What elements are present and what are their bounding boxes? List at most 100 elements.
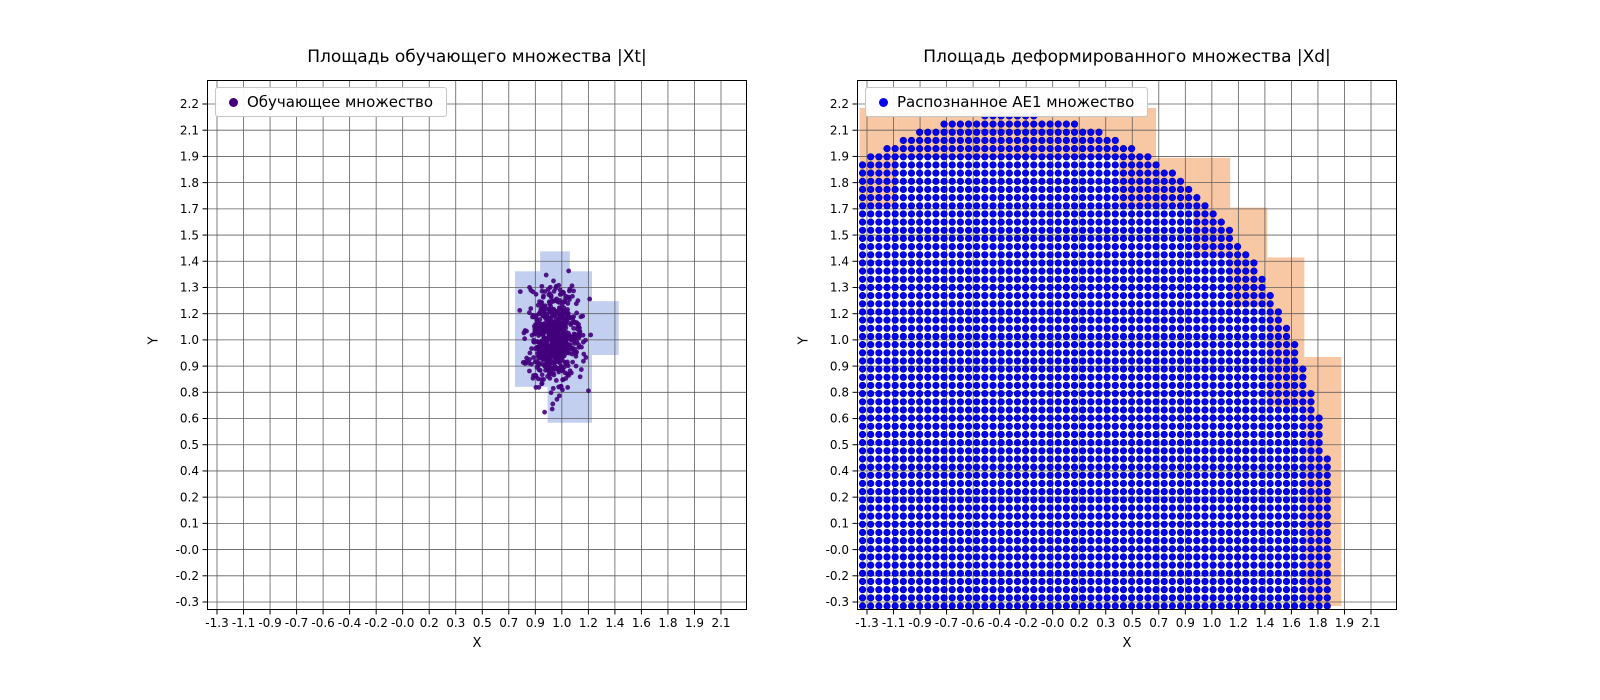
y-tick-label: 0.8	[180, 386, 199, 400]
y-tick-label: 1.5	[180, 228, 199, 242]
x-tick-label: -0.9	[258, 616, 281, 630]
y-tick-label: 0.6	[180, 412, 199, 426]
y-tick-label: 0.5	[180, 438, 199, 452]
x-axis-label: X	[1122, 636, 1132, 651]
x-tick-label: -0.7	[285, 616, 308, 630]
plot-title: Площадь деформированного множества |Xd|	[923, 47, 1331, 67]
legend-label: Распознанное AE1 множество	[897, 93, 1135, 111]
legend-marker-dot	[879, 97, 888, 107]
x-tick-label: -0.2	[1014, 616, 1037, 630]
x-tick-label: 0.9	[1176, 616, 1195, 630]
training-set-plot: Площадь обучающего множества |Xt| Y -1.3…	[146, 47, 747, 651]
y-axis-label: Y	[146, 336, 162, 345]
x-tick-label: 0.7	[499, 616, 518, 630]
y-tick-label: 1.7	[830, 202, 849, 216]
tick-layer: -1.3 -0.3 -1.1 -0.2 -0.9 -0.0 -0.7 0.1 -0.6 0.2 -0…	[826, 97, 1381, 630]
x-tick-label: 1.4	[605, 616, 624, 630]
x-tick-label: 0.7	[1149, 616, 1168, 630]
x-tick-label: 0.9	[526, 616, 545, 630]
legend-marker-dot	[229, 97, 238, 107]
y-tick-label: 0.1	[180, 517, 199, 531]
y-tick-label: -0.3	[176, 595, 199, 609]
y-tick-label: 1.0	[830, 333, 849, 347]
y-tick-label: -0.3	[826, 595, 849, 609]
y-tick-label: 0.8	[830, 386, 849, 400]
x-tick-label: 1.8	[658, 616, 677, 630]
axes-area: -1.3 -0.3 -1.1 -0.2 -0.9 -0.0 -0.7 0.1 -0.6 0.2 -0…	[826, 80, 1397, 630]
y-tick-label: 1.9	[830, 150, 849, 164]
plot-title: Площадь обучающего множества |Xt|	[307, 47, 647, 67]
y-tick-label: 1.4	[180, 254, 199, 268]
x-tick-label: -0.6	[311, 616, 334, 630]
x-tick-label: -1.3	[205, 616, 228, 630]
y-tick-label: -0.0	[176, 543, 199, 557]
x-tick-label: 1.2	[1229, 616, 1248, 630]
y-tick-label: 1.3	[830, 281, 849, 295]
scatter-points-layer	[858, 112, 1331, 610]
x-tick-label: 1.2	[579, 616, 598, 630]
y-tick-label: 0.2	[180, 490, 199, 504]
y-tick-label: 0.4	[180, 464, 199, 478]
x-tick-label: -0.4	[988, 616, 1011, 630]
x-tick-label: 2.1	[1361, 616, 1380, 630]
x-tick-label: 1.9	[685, 616, 704, 630]
x-tick-label: 0.3	[446, 616, 465, 630]
y-tick-label: 1.8	[180, 176, 199, 190]
x-axis-label: X	[472, 636, 482, 651]
y-tick-label: 0.4	[830, 464, 849, 478]
x-tick-label: 1.0	[1202, 616, 1221, 630]
x-tick-label: -0.9	[908, 616, 931, 630]
y-tick-label: 1.4	[830, 254, 849, 268]
x-tick-label: -0.4	[338, 616, 361, 630]
x-tick-label: 1.6	[632, 616, 651, 630]
x-tick-label: 0.2	[1070, 616, 1089, 630]
y-tick-label: 2.2	[180, 97, 199, 111]
x-tick-label: -1.3	[855, 616, 878, 630]
x-tick-label: -0.0	[391, 616, 414, 630]
y-tick-label: 1.2	[830, 307, 849, 321]
y-tick-label: 1.3	[180, 281, 199, 295]
legend-label: Обучающее множество	[247, 93, 434, 111]
axes-spine	[857, 80, 1397, 610]
x-tick-label: -0.6	[961, 616, 984, 630]
y-tick-label: 1.7	[180, 202, 199, 216]
y-tick-label: 2.1	[180, 123, 199, 137]
y-tick-label: -0.2	[826, 569, 849, 583]
x-tick-label: 1.0	[552, 616, 571, 630]
x-tick-label: 0.5	[473, 616, 492, 630]
plot-canvas: -1.3 -0.3 -1.1 -0.2 -0.9 -0.0 -0.7 0.1 -0.6 0.2 -0…	[176, 80, 747, 630]
axes-spine	[207, 80, 747, 610]
staircase-cell	[1267, 257, 1305, 407]
y-tick-label: 1.8	[830, 176, 849, 190]
y-tick-label: 1.0	[180, 333, 199, 347]
deformed-set-plot: Площадь деформированного множества |Xd| …	[796, 47, 1397, 651]
x-tick-label: -1.1	[232, 616, 255, 630]
x-tick-label: 1.8	[1308, 616, 1327, 630]
y-tick-label: 1.2	[180, 307, 199, 321]
y-tick-label: 0.5	[830, 438, 849, 452]
shaded-cell	[592, 301, 619, 355]
y-tick-label: 0.9	[830, 359, 849, 373]
x-tick-label: -0.2	[364, 616, 387, 630]
x-tick-label: 0.3	[1096, 616, 1115, 630]
x-tick-label: 0.2	[420, 616, 439, 630]
y-tick-label: 1.9	[180, 150, 199, 164]
plot-canvas: -1.3 -0.3 -1.1 -0.2 -0.9 -0.0 -0.7 0.1 -0.6 0.2 -0…	[826, 80, 1397, 630]
x-tick-label: 1.4	[1255, 616, 1274, 630]
x-tick-label: 1.9	[1335, 616, 1354, 630]
scatter-points-layer	[517, 268, 594, 415]
x-tick-label: 2.1	[711, 616, 730, 630]
y-tick-label: -0.2	[176, 569, 199, 583]
y-tick-label: 0.2	[830, 490, 849, 504]
y-tick-label: 0.1	[830, 517, 849, 531]
y-tick-label: 1.5	[830, 228, 849, 242]
y-tick-label: 0.6	[830, 412, 849, 426]
y-tick-label: 2.2	[830, 97, 849, 111]
x-tick-label: -0.7	[935, 616, 958, 630]
grid-layer	[207, 80, 747, 610]
x-tick-label: -0.0	[1041, 616, 1064, 630]
x-tick-label: 0.5	[1123, 616, 1142, 630]
legend: Распознанное AE1 множество	[865, 87, 1149, 117]
y-tick-label: -0.0	[826, 543, 849, 557]
